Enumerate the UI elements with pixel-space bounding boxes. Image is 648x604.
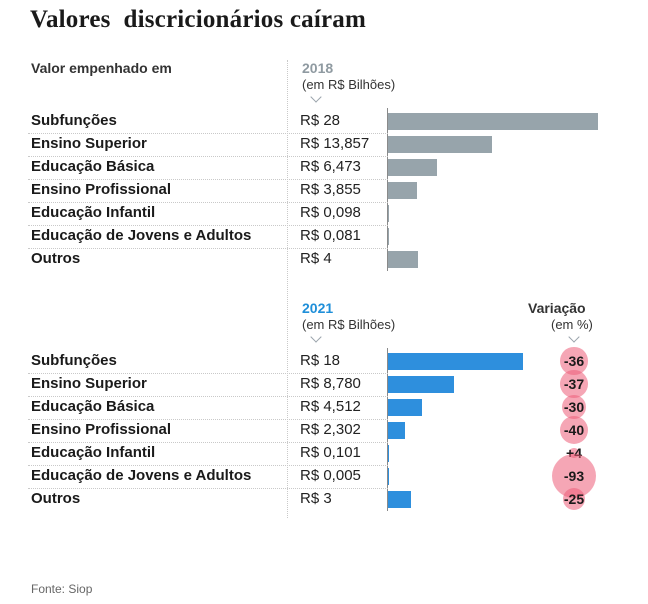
row-divider	[28, 156, 388, 157]
category-label: Outros	[31, 490, 81, 507]
row-divider	[28, 396, 388, 397]
variation-bubble	[559, 415, 589, 445]
variation-bubble	[560, 370, 588, 398]
bar	[388, 113, 598, 130]
value-label: R$ 4	[300, 250, 332, 267]
row-divider	[28, 442, 388, 443]
bar	[388, 353, 523, 370]
bar	[388, 376, 454, 393]
bar-axis	[387, 348, 388, 511]
variation-unit: (em %)	[551, 317, 593, 332]
bar	[388, 399, 422, 416]
category-label: Educação de Jovens e Adultos	[31, 227, 252, 244]
bar	[388, 422, 406, 439]
category-label: Subfunções	[31, 112, 117, 129]
category-label: Ensino Superior	[31, 135, 147, 152]
variation-label: -30	[563, 399, 585, 415]
bar	[388, 182, 417, 199]
row-divider	[28, 225, 388, 226]
value-label: R$ 0,098	[300, 204, 361, 221]
bar	[388, 205, 389, 222]
bar	[388, 468, 389, 485]
variation-title: Variação	[528, 300, 586, 316]
category-label: Educação Infantil	[31, 444, 156, 461]
value-label: R$ 4,512	[300, 398, 361, 415]
column-separator	[287, 60, 288, 518]
category-label: Outros	[31, 250, 81, 267]
bar	[388, 491, 411, 508]
value-label: R$ 2,302	[300, 421, 361, 438]
variation-label: -93	[563, 468, 585, 484]
source-note: Fonte: Siop	[31, 582, 93, 596]
year-2018-label: 2018	[302, 60, 334, 76]
category-label: Educação Infantil	[31, 204, 156, 221]
row-divider	[28, 373, 388, 374]
bar-axis	[387, 108, 388, 271]
value-label: R$ 3	[300, 490, 332, 507]
header-label: Valor empenhado em	[31, 60, 172, 76]
bar	[388, 445, 389, 462]
value-label: R$ 8,780	[300, 375, 361, 392]
category-label: Ensino Superior	[31, 375, 147, 392]
value-label: R$ 13,857	[300, 135, 370, 152]
row-divider	[28, 133, 388, 134]
value-label: R$ 28	[300, 112, 341, 129]
variation-label: -40	[563, 422, 585, 438]
value-label: R$ 0,081	[300, 227, 361, 244]
chart-title: Valores discricionários caíram	[30, 6, 367, 33]
category-label: Educação Básica	[31, 398, 155, 415]
category-label: Subfunções	[31, 352, 117, 369]
unit-2018-label: (em R$ Bilhões)	[302, 77, 396, 92]
category-label: Ensino Profissional	[31, 181, 172, 198]
bar	[388, 136, 492, 153]
variation-bubble	[569, 448, 579, 458]
variation-label: -36	[563, 353, 585, 369]
variation-bubble	[561, 394, 587, 420]
value-label: R$ 3,855	[300, 181, 361, 198]
row-divider	[28, 488, 388, 489]
unit-2021-label: (em R$ Bilhões)	[302, 317, 396, 332]
chevron-down-icon	[310, 91, 322, 103]
category-label: Ensino Profissional	[31, 421, 172, 438]
row-divider	[28, 179, 388, 180]
bar	[388, 228, 389, 245]
value-label: R$ 6,473	[300, 158, 361, 175]
variation-bubble	[562, 487, 586, 511]
variation-label: -25	[563, 491, 585, 507]
category-label: Educação Básica	[31, 158, 155, 175]
value-label: R$ 0,101	[300, 444, 361, 461]
bar	[388, 159, 437, 176]
value-label: R$ 0,005	[300, 467, 361, 484]
chevron-down-icon	[568, 331, 580, 343]
row-divider	[28, 419, 388, 420]
value-label: R$ 18	[300, 352, 341, 369]
year-2021-label: 2021	[302, 300, 334, 316]
row-divider	[28, 248, 388, 249]
row-divider	[28, 465, 388, 466]
bar	[388, 251, 418, 268]
chevron-down-icon	[310, 331, 322, 343]
category-label: Educação de Jovens e Adultos	[31, 467, 252, 484]
variation-label: -37	[563, 376, 585, 392]
row-divider	[28, 202, 388, 203]
